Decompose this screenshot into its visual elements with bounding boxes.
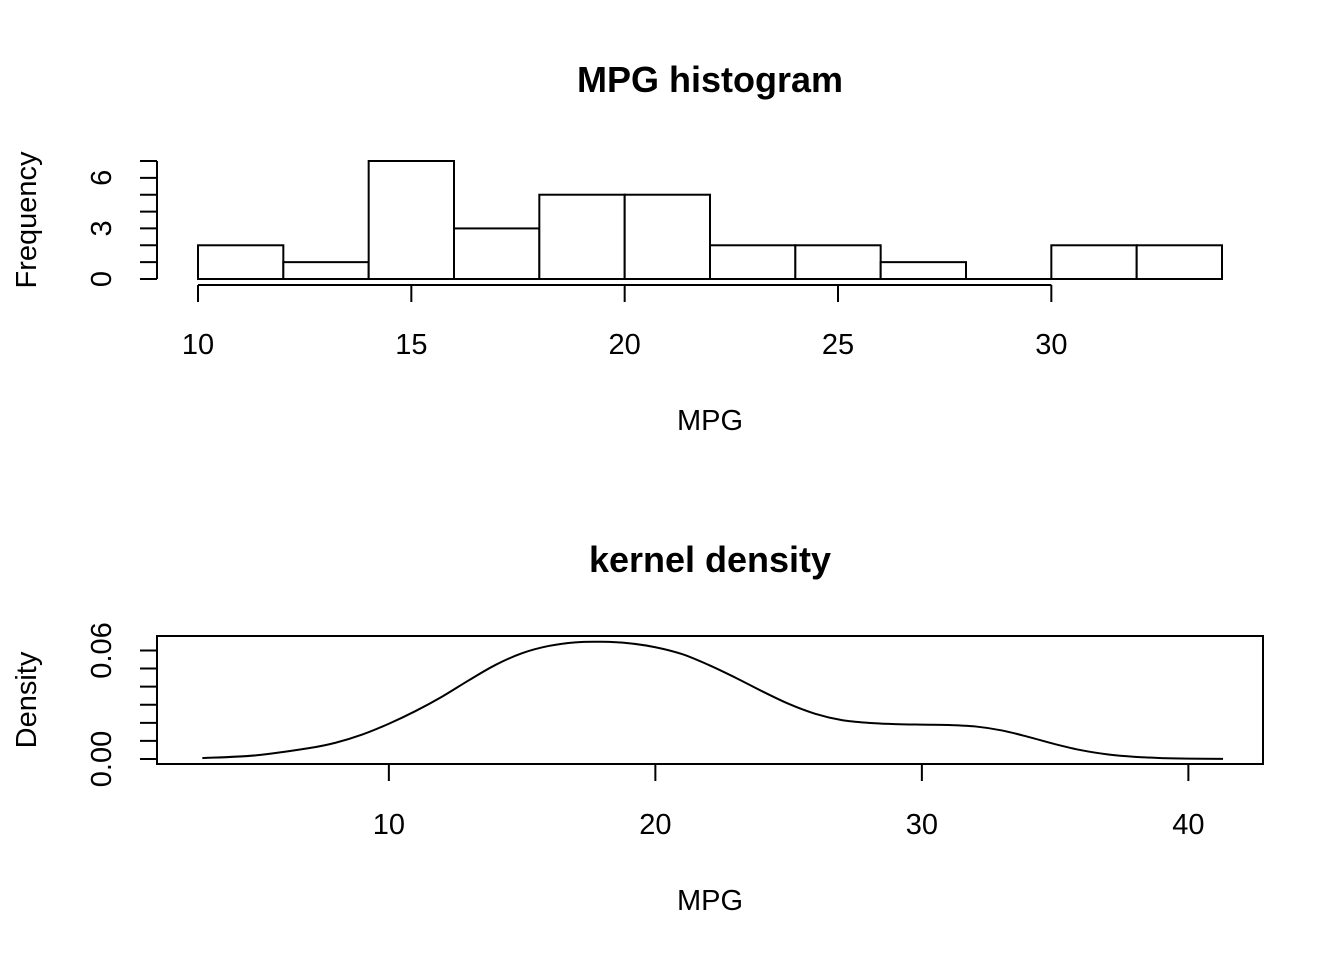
histogram-x-tick-label: 30 bbox=[1035, 329, 1067, 361]
histogram-x-axis: 10 15 20 25 30 bbox=[182, 284, 1067, 361]
density-x-tick-label: 10 bbox=[373, 809, 405, 841]
histogram-y-tick-label: 6 bbox=[86, 170, 118, 186]
histogram-bar bbox=[709, 244, 797, 281]
histogram-y-axis-label: Frequency bbox=[11, 151, 43, 289]
density-y-tick-label: 0.00 bbox=[86, 731, 118, 787]
density-x-axis-label: MPG bbox=[677, 885, 743, 917]
density-x-axis: 10 20 30 40 bbox=[373, 764, 1205, 841]
histogram-bar bbox=[879, 261, 968, 280]
density-x-tick-label: 40 bbox=[1172, 809, 1204, 841]
histogram-bar bbox=[282, 261, 370, 280]
histogram-bar bbox=[367, 160, 455, 280]
histogram-y-tick-label: 3 bbox=[86, 220, 118, 236]
density-y-tick-label: 0.06 bbox=[86, 622, 118, 678]
histogram-x-tick-label: 15 bbox=[395, 329, 427, 361]
histogram-panel: MPG histogram MPG Frequency 10 15 20 25 30 0… bbox=[11, 59, 1223, 437]
density-y-axis: 0.00 0.06 bbox=[86, 622, 157, 787]
histogram-bar bbox=[1135, 244, 1223, 281]
histogram-x-tick-label: 25 bbox=[822, 329, 854, 361]
histogram-bar bbox=[623, 193, 712, 280]
density-title: kernel density bbox=[589, 539, 831, 580]
histogram-title: MPG histogram bbox=[577, 59, 843, 100]
density-curve bbox=[202, 640, 1224, 760]
histogram-bar bbox=[197, 244, 285, 281]
histogram-bar bbox=[1050, 244, 1138, 281]
histogram-bar bbox=[794, 244, 882, 281]
density-panel: kernel density MPG Density 10 20 30 40 0.00… bbox=[11, 539, 1264, 917]
histogram-bars bbox=[197, 160, 1223, 281]
density-y-axis-label: Density bbox=[11, 651, 43, 748]
histogram-y-axis: 0 3 6 bbox=[86, 160, 158, 287]
histogram-x-axis-label: MPG bbox=[677, 405, 743, 437]
density-plot-box bbox=[156, 635, 1264, 765]
histogram-y-tick-label: 0 bbox=[86, 271, 118, 287]
histogram-x-tick-label: 20 bbox=[609, 329, 641, 361]
density-x-tick-label: 20 bbox=[639, 809, 671, 841]
density-x-tick-label: 30 bbox=[906, 809, 938, 841]
histogram-bar bbox=[538, 193, 626, 280]
histogram-x-tick-label: 10 bbox=[182, 329, 214, 361]
histogram-bar bbox=[453, 227, 541, 281]
